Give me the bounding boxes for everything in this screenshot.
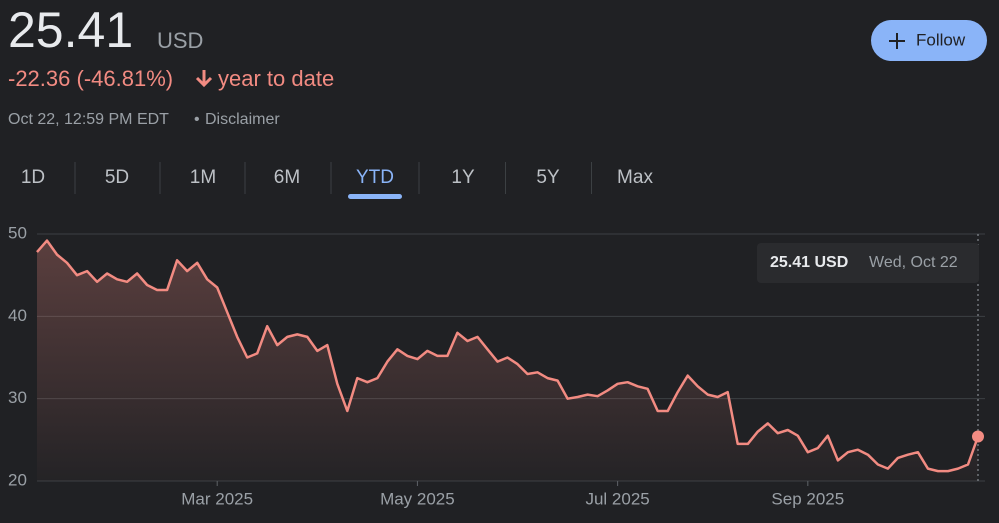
tab-underline xyxy=(348,194,402,199)
area xyxy=(37,240,978,481)
disclaimer-link[interactable]: Disclaimer xyxy=(205,111,280,128)
price-line xyxy=(36,239,980,473)
tooltip: 25.41 USD Wed, Oct 22 xyxy=(757,243,979,283)
down-arrow xyxy=(195,70,213,88)
range-tabs: 1D 5D 1M 6M YTD 1Y 5Y Max xyxy=(21,162,653,199)
chart: 20 30 40 50 Mar 2025 May 2025 Jul 2025 Sep 2025… xyxy=(8,223,985,508)
change-period: year to date xyxy=(218,66,334,91)
range-tab[interactable]: 1M xyxy=(190,167,216,188)
y-tick-label: 50 xyxy=(8,223,27,242)
last-point xyxy=(972,430,984,443)
x-tick-label: Jul 2025 xyxy=(585,489,649,508)
range-tab[interactable]: 1Y xyxy=(451,167,475,188)
range-tab[interactable]: Max xyxy=(617,167,653,188)
change: -22.36 (-46.81%) xyxy=(8,66,173,91)
x-tick-label: Mar 2025 xyxy=(181,489,253,508)
y-tick-label: 20 xyxy=(8,470,27,489)
y-tick-label: 30 xyxy=(8,388,27,407)
currency: USD xyxy=(157,28,203,53)
range-tab[interactable]: YTD xyxy=(356,167,394,188)
range-tab[interactable]: 5Y xyxy=(536,167,560,188)
x-tick-label: May 2025 xyxy=(380,489,455,508)
follow-label[interactable]: Follow xyxy=(916,30,966,49)
tooltip-bg xyxy=(757,243,979,283)
range-tab[interactable]: 6M xyxy=(274,167,300,188)
x-tick-label: Sep 2025 xyxy=(771,489,844,508)
range-tab[interactable]: 1D xyxy=(21,167,45,188)
plus-icon xyxy=(889,33,905,49)
range-tab[interactable]: 5D xyxy=(105,167,129,188)
tooltip-date: Wed, Oct 22 xyxy=(869,254,958,271)
separator: • xyxy=(194,111,200,128)
follow-button[interactable]: Follow xyxy=(871,20,987,61)
timestamp: Oct 22, 12:59 PM EDT xyxy=(8,111,169,128)
price: 25.41 xyxy=(8,2,133,58)
follow-button-bg[interactable] xyxy=(871,20,987,61)
tooltip-value: 25.41 USD xyxy=(770,254,848,271)
y-tick-label: 40 xyxy=(8,306,27,325)
